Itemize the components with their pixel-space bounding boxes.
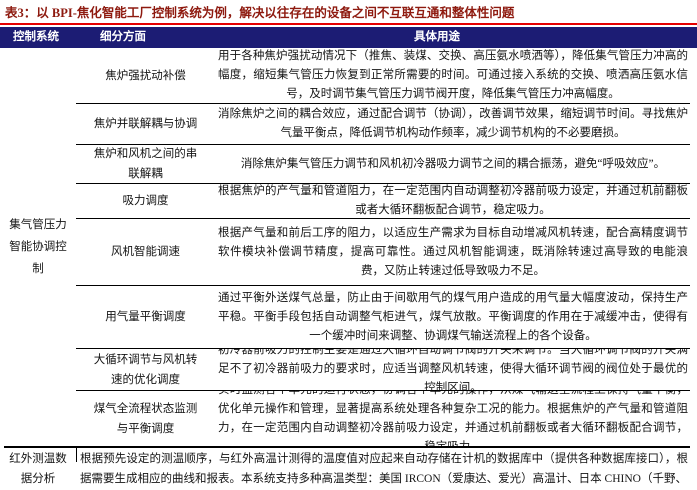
system-cell: 红外测温数据分析 <box>9 453 67 485</box>
aspect-cell: 焦炉并联解耦与协调 <box>93 118 198 130</box>
table-row: 焦炉并联解耦与协调 消除焦炉之间的耦合效应，通过配合调节（协调），改善调节效果，… <box>76 103 690 144</box>
aspect-cell: 大循环调节与风机转速的优化调度 <box>93 353 198 386</box>
table-row: 煤气全流程状态监测与平衡调度 实时监测各个单元的运行状态，协调各个单元的操作，从… <box>76 390 690 446</box>
purpose-cell: 根据焦炉的产气量和管道阻力，在一定范围内自动调整初冷器前吸力设定，并通过机前翻板… <box>218 185 688 216</box>
table-rows: 焦炉强扰动补偿 用于各种焦炉强扰动情况下（推焦、装煤、交换、高压氨水喷洒等），降… <box>76 48 690 446</box>
purpose-cell: 根据产气量和前后工序的阻力，以适应生产需求为目标自动增减风机转速，配合高精度调节… <box>218 226 688 277</box>
header-col-system: 控制系统 <box>13 31 59 43</box>
table-row: 风机智能调速 根据产气量和前后工序的阻力，以适应生产需求为目标自动增减风机转速，… <box>76 218 690 285</box>
section-divider-line <box>4 446 690 448</box>
purpose-cell: 初冷器前吸力的控制主要是通过大循环自动调节阀的开关来调节。当大循环调节阀的开关满… <box>218 348 688 390</box>
table-row: 用气量平衡调度 通过平衡外送煤气总量，防止由于间歇用气的煤气用户造成的用气量大幅… <box>76 285 690 348</box>
aspect-cell: 吸力调度 <box>122 195 169 207</box>
header-col-purpose: 具体用途 <box>414 31 460 43</box>
column-divider-tick <box>76 448 77 462</box>
aspect-cell: 焦炉和风机之间的串联解耦 <box>93 148 198 180</box>
purpose-cell: 根据预先设定的测温顺序，与红外高温计测得的温度值对应起来自动存储在计机的数据库中… <box>80 453 688 485</box>
purpose-cell: 用于各种焦炉强扰动情况下（推焦、装煤、交换、高压氨水喷洒等），降低集气管压力冲高… <box>218 50 688 100</box>
purpose-cell: 消除焦炉之间的耦合效应，通过配合调节（协调），改善调节效果，缩短调节时间。寻找焦… <box>218 108 688 139</box>
aspect-cell: 煤气全流程状态监测与平衡调度 <box>93 402 198 435</box>
table-row: 大循环调节与风机转速的优化调度 初冷器前吸力的控制主要是通过大循环自动调节阀的开… <box>76 348 690 390</box>
table-header-row: 控制系统 细分方面 具体用途 <box>0 27 697 48</box>
page-title: 表3：以 BPI-焦化智能工厂控制系统为例，解决以往存在的设备之间不互联互通和整… <box>5 6 515 20</box>
system-merged-cell: 集气管压力智能协调控制 <box>9 219 67 275</box>
purpose-cell: 通过平衡外送煤气总量，防止由于间歇用气的煤气用户造成的用气量大幅度波动，保持生产… <box>218 291 688 342</box>
table-body: 集气管压力智能协调控制 焦炉强扰动补偿 用于各种焦炉强扰动情况下（推焦、装煤、交… <box>0 48 690 446</box>
aspect-cell: 风机智能调速 <box>111 246 180 258</box>
red-divider-rule <box>0 23 697 25</box>
purpose-cell: 消除焦炉集气管压力调节和风机初冷器吸力调节之间的耦合振荡，避免“呼吸效应”。 <box>240 157 666 170</box>
aspect-cell: 焦炉强扰动补偿 <box>105 69 186 82</box>
bottom-section-row: 红外测温数据分析 根据预先设定的测温顺序，与红外高温计测得的温度值对应起来自动存… <box>0 448 690 490</box>
table-row: 焦炉强扰动补偿 用于各种焦炉强扰动情况下（推焦、装煤、交换、高压氨水喷洒等），降… <box>76 48 690 103</box>
purpose-cell: 实时监测各个单元的运行状态，协调各个单元的操作，从煤气输送全流程上保持气量平衡，… <box>218 391 688 446</box>
aspect-cell: 用气量平衡调度 <box>105 311 186 323</box>
table-row: 焦炉和风机之间的串联解耦 消除焦炉集气管压力调节和风机初冷器吸力调节之间的耦合振… <box>76 144 690 183</box>
header-col-aspect: 细分方面 <box>100 31 146 43</box>
table-row: 吸力调度 根据焦炉的产气量和管道阻力，在一定范围内自动调整初冷器前吸力设定，并通… <box>76 183 690 218</box>
